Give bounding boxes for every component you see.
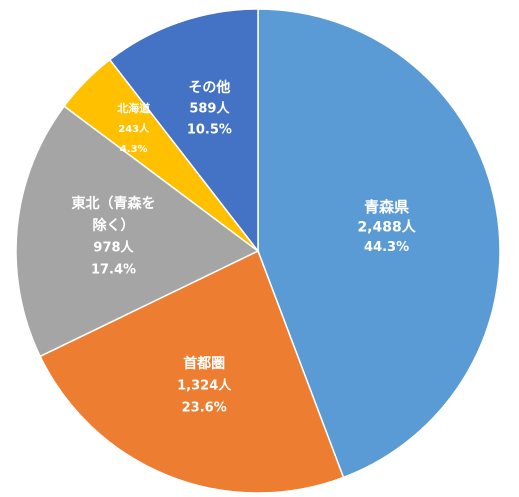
pie-slice-1	[39, 249, 345, 494]
pie-slice-2	[15, 105, 260, 358]
slice-category-label: 首都圏	[183, 355, 225, 372]
slice-percent-label: 23.6%	[182, 400, 227, 415]
pie-slices	[15, 8, 501, 494]
pie-slice-0	[257, 8, 501, 479]
slice-category-label: 青森県	[364, 198, 409, 216]
slice-category-label: その他	[188, 79, 230, 96]
slice-count-label: 589人	[189, 101, 230, 117]
slice-count-label: 978人	[93, 240, 134, 256]
slice-category-label: 北海道	[117, 101, 150, 115]
slice-count-label: 1,324人	[177, 377, 232, 393]
slice-percent-label: 44.3%	[364, 240, 409, 255]
pie-slice-4	[108, 8, 259, 254]
slice-count-label: 2,488人	[357, 219, 416, 236]
slice-percent-label: 10.5%	[187, 123, 232, 138]
slice-category-label: 除く）	[93, 217, 135, 234]
slice-category-label: 東北（青森を	[72, 195, 156, 212]
slice-percent-label: 4.3%	[120, 144, 148, 155]
slice-count-label: 243人	[118, 122, 150, 135]
slice-percent-label: 17.4%	[91, 263, 136, 278]
